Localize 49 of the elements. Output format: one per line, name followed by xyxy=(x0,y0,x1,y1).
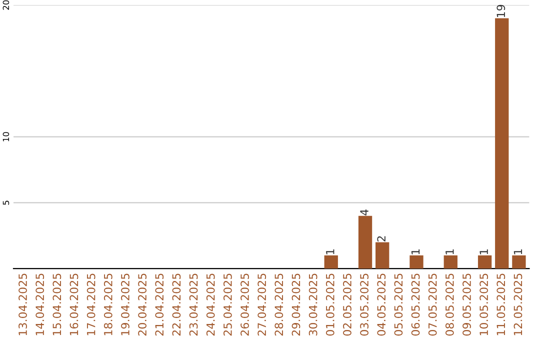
x-tick-label: 20.04.2025 xyxy=(138,274,147,336)
x-tick-label: 12.05.2025 xyxy=(514,274,522,336)
data-label: 19 xyxy=(496,4,506,18)
y-tick-label: 5 xyxy=(2,200,10,205)
bar xyxy=(358,216,372,269)
bar xyxy=(495,18,509,269)
x-tick-label: 02.05.2025 xyxy=(343,274,352,336)
data-label: 1 xyxy=(480,249,488,254)
x-tick-label: 11.05.2025 xyxy=(496,274,506,336)
x-tick-label: 19.04.2025 xyxy=(121,274,130,336)
bar xyxy=(376,242,390,269)
x-tick-label: 05.05.2025 xyxy=(394,274,403,336)
x-tick-label: 29.04.2025 xyxy=(292,274,300,336)
x-tick-label: 24.04.2025 xyxy=(206,274,215,336)
x-tick-label: 14.04.2025 xyxy=(36,274,44,336)
data-label: 1 xyxy=(411,249,420,254)
data-label: 1 xyxy=(326,249,334,254)
x-tick-label: 21.04.2025 xyxy=(155,274,164,336)
x-tick-label: 13.04.2025 xyxy=(18,274,27,336)
data-label: 2 xyxy=(377,236,386,242)
y-tick-label: 20 xyxy=(2,0,10,10)
bar xyxy=(410,255,424,269)
x-tick-label: 04.05.2025 xyxy=(377,274,386,336)
data-label: 4 xyxy=(360,209,368,216)
x-tick-label: 26.04.2025 xyxy=(240,274,249,336)
bar xyxy=(324,255,338,269)
bar xyxy=(512,255,526,269)
x-tick-label: 01.05.2025 xyxy=(326,274,334,336)
x-tick-label: 17.04.2025 xyxy=(86,274,96,336)
x-tick-label: 28.04.2025 xyxy=(274,274,284,336)
x-tick-label: 16.04.2025 xyxy=(70,274,78,336)
x-tick-label: 23.04.2025 xyxy=(189,274,198,336)
bar xyxy=(478,255,492,269)
x-tick-label: 27.04.2025 xyxy=(258,274,266,336)
y-tick-label: 10 xyxy=(2,132,10,142)
x-tick-label: 30.04.2025 xyxy=(308,274,318,336)
data-label: 1 xyxy=(514,249,522,254)
x-tick-label: 07.05.2025 xyxy=(428,274,437,336)
x-tick-label: 09.05.2025 xyxy=(462,274,471,336)
x-tick-label: 08.05.2025 xyxy=(445,274,454,336)
x-tick-label: 15.04.2025 xyxy=(52,274,62,336)
bar xyxy=(444,255,458,269)
x-tick-label: 03.05.2025 xyxy=(360,274,368,336)
x-tick-label: 06.05.2025 xyxy=(411,274,420,336)
data-label: 1 xyxy=(446,249,454,254)
x-tick-label: 22.04.2025 xyxy=(172,274,181,336)
x-tick-label: 18.04.2025 xyxy=(104,274,112,336)
x-tick-label: 25.04.2025 xyxy=(223,274,232,336)
x-tick-label: 10.05.2025 xyxy=(480,274,488,336)
